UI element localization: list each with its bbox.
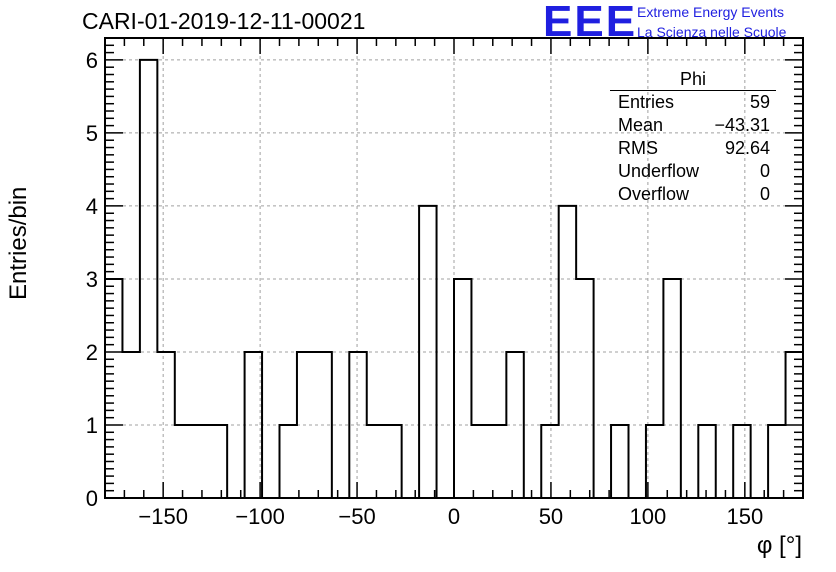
x-axis-label: φ [°] xyxy=(756,532,802,559)
x-tick-label: −150 xyxy=(138,504,188,529)
x-tick-label: 0 xyxy=(448,504,460,529)
stats-row-mean: Mean −43.31 xyxy=(610,114,776,137)
y-tick-label: 4 xyxy=(86,194,98,219)
y-tick-label: 3 xyxy=(86,267,98,292)
x-tick-label: 50 xyxy=(539,504,563,529)
stats-value: 59 xyxy=(749,92,770,112)
stats-row-underflow: Underflow 0 xyxy=(610,160,776,183)
x-tick-label: 150 xyxy=(726,504,763,529)
stats-row-overflow: Overflow 0 xyxy=(610,183,776,206)
stats-label: Entries xyxy=(618,92,675,112)
y-tick-label: 0 xyxy=(86,486,98,511)
x-tick-label: 100 xyxy=(630,504,667,529)
stats-label: Mean xyxy=(618,115,664,135)
chart-title: CARI-01-2019-12-11-00021 xyxy=(82,8,366,34)
stats-box: Phi Entries 59 Mean −43.31 RMS 92.64 Und… xyxy=(610,69,776,206)
stats-box-title: Phi xyxy=(610,69,776,91)
stats-value: 0 xyxy=(759,184,770,204)
x-tick-label: −50 xyxy=(338,504,375,529)
stats-row-entries: Entries 59 xyxy=(610,91,776,114)
stats-label: RMS xyxy=(618,138,658,158)
x-tick-label: −100 xyxy=(235,504,285,529)
stats-value: 92.64 xyxy=(724,138,770,158)
y-tick-label: 2 xyxy=(86,340,98,365)
y-tick-label: 1 xyxy=(86,413,98,438)
stats-row-rms: RMS 92.64 xyxy=(610,137,776,160)
y-axis-label: Entries/bin xyxy=(5,186,32,300)
eee-logo-mark: EEE xyxy=(543,0,638,46)
stats-label: Overflow xyxy=(618,184,690,204)
logo-line-1: Extreme Energy Events xyxy=(637,4,785,20)
logo-line-2: La Scienza nelle Scuole xyxy=(637,24,787,40)
stats-value: 0 xyxy=(759,161,770,181)
y-tick-label: 6 xyxy=(86,48,98,73)
histogram-bars xyxy=(104,58,804,499)
y-tick-label: 5 xyxy=(86,121,98,146)
stats-label: Underflow xyxy=(618,161,700,181)
stats-value: −43.31 xyxy=(714,115,770,135)
